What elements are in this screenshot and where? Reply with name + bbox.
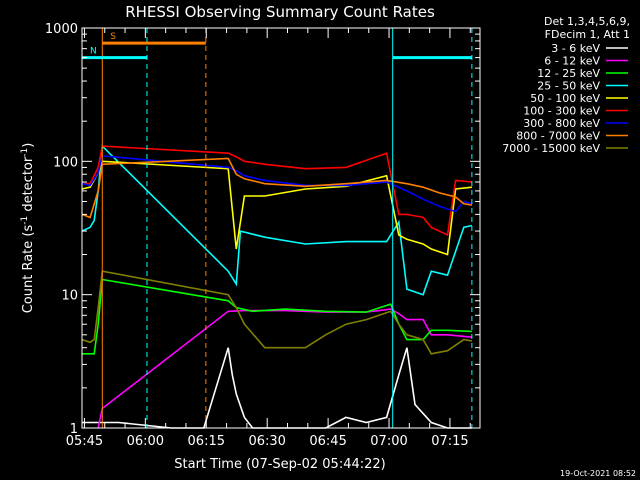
x-axis: 05:45 06:00 06:15 06:30 06:45 07:00 07:15 bbox=[66, 28, 471, 449]
legend-entry-label: 300 - 800 keV bbox=[523, 117, 600, 130]
footer-timestamp: 19-Oct-2021 08:52 bbox=[560, 469, 636, 478]
legend-entry-label: 100 - 300 keV bbox=[523, 105, 600, 118]
x-tick-label: 06:15 bbox=[188, 434, 225, 449]
legend-entry-label: 6 - 12 keV bbox=[544, 55, 600, 68]
series-line-8 bbox=[81, 157, 473, 219]
y-tick-label: 1000 bbox=[45, 22, 78, 37]
x-tick-label: 07:15 bbox=[431, 434, 468, 449]
legend-entry-label: 3 - 6 keV bbox=[551, 42, 600, 55]
series-line-5 bbox=[81, 160, 472, 256]
series-line-9 bbox=[81, 270, 473, 355]
y-tick-label: 10 bbox=[61, 289, 78, 304]
legend-header-detectors: Det 1,3,4,5,6,9, bbox=[544, 15, 630, 28]
legend-entry-label: 25 - 50 keV bbox=[537, 80, 600, 93]
flag-label-2: N bbox=[90, 47, 97, 57]
x-axis-label: Start Time (07-Sep-02 05:44:22) bbox=[174, 457, 385, 472]
legend-entry-label: 7000 - 15000 keV bbox=[502, 142, 600, 155]
series-line-3 bbox=[82, 278, 472, 355]
x-tick-label: 07:00 bbox=[370, 434, 407, 449]
series-line-6 bbox=[82, 145, 472, 237]
flag-layer: SN bbox=[82, 28, 473, 428]
series-line-7 bbox=[81, 154, 473, 213]
legend-entry-label: 800 - 7000 keV bbox=[516, 130, 600, 143]
x-tick-label: 06:00 bbox=[127, 434, 164, 449]
flag-label-1: S bbox=[110, 32, 116, 42]
plot-frame bbox=[81, 27, 481, 429]
chart-title: RHESSI Observing Summary Count Rates bbox=[125, 3, 435, 21]
x-tick-label: 05:45 bbox=[66, 434, 103, 449]
y-axis-label: Count Rate (s-1 detector-1) bbox=[20, 143, 36, 314]
x-tick-label: 06:45 bbox=[309, 434, 346, 449]
legend-entry-label: 12 - 25 keV bbox=[537, 67, 600, 80]
y-tick-label: 100 bbox=[53, 155, 78, 170]
legend-entry-label: 50 - 100 keV bbox=[530, 92, 600, 105]
y-tick-label: 1 bbox=[70, 422, 78, 437]
legend-header-decimation: FDecim 1, Att 1 bbox=[545, 28, 630, 41]
x-tick-label: 06:30 bbox=[248, 434, 285, 449]
